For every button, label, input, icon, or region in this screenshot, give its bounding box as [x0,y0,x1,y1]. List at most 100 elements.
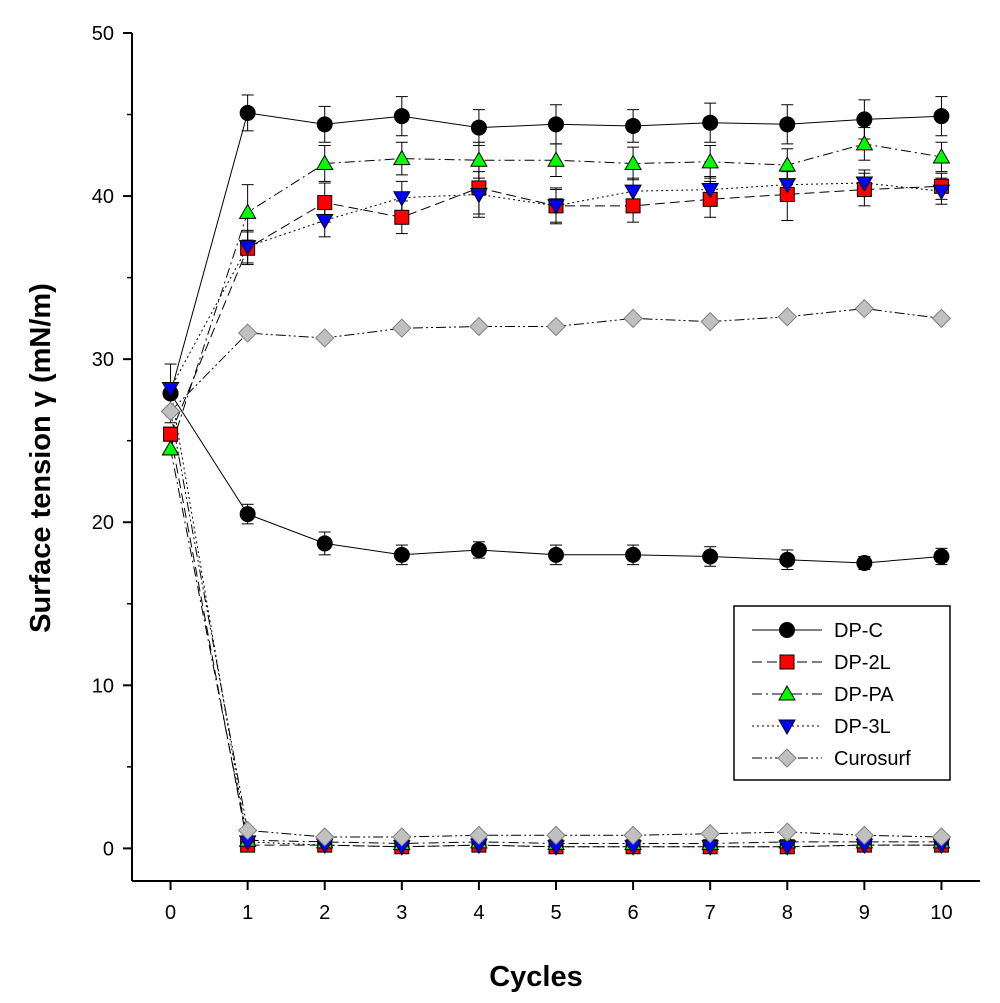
data-point-dp-c [779,116,796,133]
data-point-dp-pa [855,134,874,151]
x-tick-label: 6 [628,902,639,924]
data-point-dp-3l [392,191,411,207]
data-point-curosurf [315,328,335,348]
data-point-curosurf [777,307,797,327]
data-point-curosurf [700,824,720,844]
legend-label: DP-C [834,620,883,642]
x-tick-label: 9 [859,902,870,924]
y-tick-label: 50 [92,23,114,45]
data-point-dp-2l [163,426,179,442]
data-point-dp-2l [317,195,333,211]
data-point-dp-pa [624,154,642,170]
data-point-dp-pa [238,203,257,219]
data-point-dp-c [470,119,487,136]
data-point-dp-c [239,506,256,523]
series-markers [160,104,952,856]
data-point-dp-3l [470,187,488,204]
data-point-dp-3l [701,183,720,199]
data-point-curosurf [546,316,566,337]
data-point-dp-pa [701,152,720,169]
data-point-curosurf [854,825,875,846]
legend-marker [779,654,795,670]
data-point-curosurf [777,822,797,842]
data-point-curosurf [392,827,412,847]
x-tick-label: 2 [319,902,330,924]
data-point-curosurf [469,825,489,846]
x-tick-label: 10 [930,902,952,924]
data-point-dp-c [779,551,796,568]
data-point-dp-c [548,116,564,133]
series-line-dp-3l-max [170,182,942,389]
legend-label: DP-3L [834,716,891,738]
data-point-dp-c [625,117,642,134]
data-point-curosurf [315,827,335,847]
data-point-curosurf [469,316,489,337]
y-tick-label: 20 [92,512,114,534]
series-line-dp-c-min [170,393,942,564]
data-point-dp-c [933,548,950,565]
x-tick-label: 8 [782,902,793,924]
data-point-dp-3l [624,184,642,201]
series-line-dp-3l-min [170,388,942,848]
data-point-dp-pa [315,154,334,170]
data-point-dp-c [702,548,719,565]
x-tick-label: 5 [550,902,561,924]
legend-item-dp-c: DP-C [752,620,883,642]
data-point-curosurf [623,308,643,329]
data-point-dp-c [393,108,410,125]
data-point-dp-c [470,541,487,558]
x-axis-title: Cycles [489,961,583,993]
x-tick-label: 1 [242,902,253,924]
legend-box [733,605,951,781]
legend-label: Curosurf [834,748,911,770]
legend-item-dp-pa: DP-PA [752,684,894,706]
data-point-dp-c [856,555,873,571]
data-point-curosurf [854,298,875,319]
legend-marker [778,684,796,701]
x-tick-label: 4 [473,902,484,924]
legend-label: DP-2L [834,652,891,674]
series-line-curosurf-min [170,411,942,838]
legend-item-dp-3l: DP-3L [752,716,891,738]
data-point-dp-3l [161,382,180,398]
data-point-curosurf [160,401,181,422]
data-point-dp-3l [778,178,797,194]
legend-item-curosurf: Curosurf [752,748,911,770]
x-tick-label: 7 [705,902,716,924]
data-point-dp-c [548,546,564,563]
legend-marker [778,719,796,736]
series-line-dp-pa-max [170,143,942,449]
y-tick-label: 30 [92,349,114,371]
data-point-dp-c [856,111,873,128]
x-tick-label: 0 [165,902,176,924]
data-point-dp-3l [855,176,874,193]
data-point-dp-pa [932,147,951,164]
data-point-curosurf [623,825,643,846]
y-tick-label: 10 [92,675,114,697]
data-point-curosurf [237,820,258,841]
data-point-dp-c [239,104,256,121]
legend-marker [779,622,795,638]
data-point-dp-c [702,114,719,131]
data-point-curosurf [392,318,412,338]
data-point-dp-c [625,546,642,563]
data-point-curosurf [931,308,952,329]
data-point-curosurf [931,827,952,847]
data-point-dp-pa [470,151,488,167]
data-point-dp-pa [778,156,797,172]
data-point-dp-2l [625,198,641,214]
y-tick-label: 40 [92,186,114,208]
data-point-dp-3l [932,184,951,201]
data-point-dp-pa [392,149,411,166]
series-lines [170,112,942,848]
data-point-dp-c [316,535,333,552]
y-axis-title: Surface tension γ (mN/m) [25,283,57,633]
x-tick-label: 3 [396,902,407,924]
data-point-dp-pa [161,439,180,456]
data-point-dp-3l [238,240,257,256]
data-point-dp-3l [547,199,565,215]
legend-label: DP-PA [834,684,894,706]
y-tick-label: 0 [103,838,114,860]
data-point-curosurf [546,825,566,846]
